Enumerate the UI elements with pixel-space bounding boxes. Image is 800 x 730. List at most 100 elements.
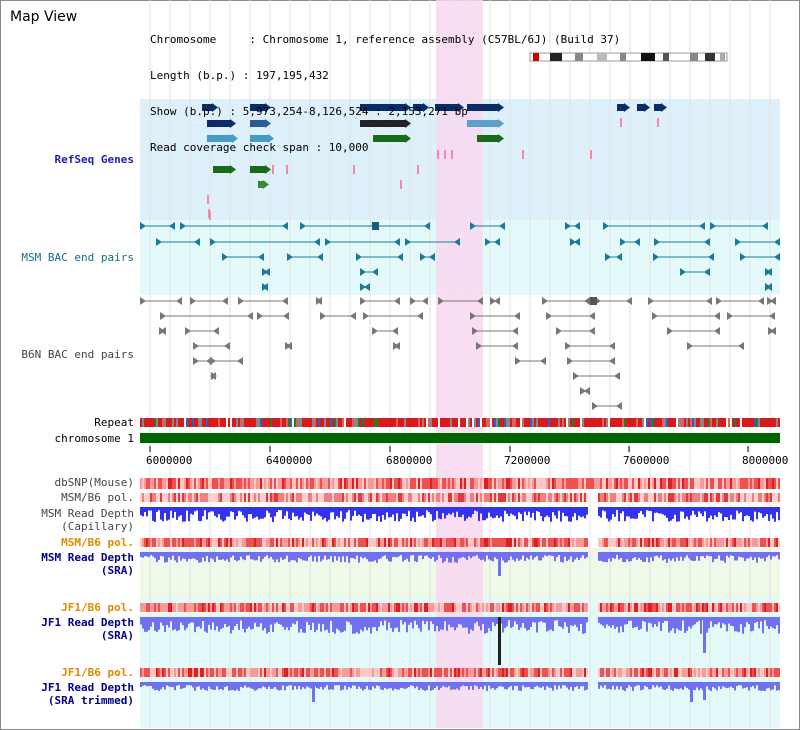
- heat-mark: [372, 538, 374, 547]
- heat-mark: [254, 603, 256, 612]
- depth-bar: [374, 552, 376, 561]
- heat-mark: [706, 603, 708, 612]
- depth-bar: [710, 682, 712, 691]
- depth-bar: [460, 507, 462, 518]
- heat-mark: [770, 493, 772, 502]
- repeat-mark: [494, 418, 496, 427]
- heat-mark: [378, 478, 380, 489]
- track-label-repeat[interactable]: Repeat: [94, 416, 134, 429]
- depth-bar: [212, 617, 214, 623]
- depth-bar: [208, 552, 210, 563]
- heat-mark: [172, 493, 174, 502]
- depth-bar: [764, 617, 766, 621]
- track-label-msm-pol[interactable]: MSM/B6 pol.: [61, 491, 134, 504]
- axis-tick-label: 7200000: [504, 454, 551, 467]
- depth-bar: [556, 507, 558, 519]
- heat-mark: [748, 603, 750, 612]
- heat-mark: [234, 668, 236, 677]
- depth-bar: [746, 682, 748, 688]
- heat-mark: [530, 493, 532, 502]
- track-label-b6n-bac[interactable]: B6N BAC end pairs: [21, 348, 134, 361]
- heat-mark: [546, 538, 548, 547]
- heat-mark: [444, 538, 446, 547]
- depth-bar: [680, 552, 682, 557]
- heat-mark: [286, 478, 288, 489]
- heat-mark: [512, 538, 514, 547]
- depth-bar: [254, 552, 256, 561]
- depth-bar: [284, 507, 286, 516]
- heat-mark: [708, 478, 710, 489]
- repeat-mark: [234, 418, 236, 427]
- track-label-jf1-depth-sra[interactable]: JF1 Read Depth: [41, 616, 134, 629]
- heat-mark: [398, 538, 400, 547]
- repeat-mark: [188, 418, 190, 427]
- heat-mark: [312, 603, 314, 612]
- depth-bar: [714, 507, 716, 516]
- track-label-msm-pol-2[interactable]: MSM/B6 pol.: [61, 536, 134, 549]
- track-label-msm-depth-sra[interactable]: MSM Read Depth: [41, 551, 134, 564]
- heat-mark: [424, 603, 426, 612]
- heat-mark: [736, 603, 738, 612]
- heat-mark: [272, 478, 274, 489]
- heat-mark: [196, 478, 198, 489]
- depth-bar: [380, 617, 382, 622]
- depth-bar: [174, 682, 176, 691]
- depth-bar: [156, 617, 158, 633]
- heat-mark: [744, 538, 746, 547]
- heat-mark: [190, 603, 192, 612]
- repeat-mark: [152, 418, 154, 427]
- track-label-refseq[interactable]: RefSeq Genes: [54, 153, 134, 166]
- depth-bar: [316, 507, 318, 514]
- repeat-mark: [290, 418, 292, 427]
- heat-mark: [630, 478, 632, 489]
- heat-mark: [182, 668, 184, 677]
- heat-mark: [264, 493, 266, 502]
- track-label-jf1-pol[interactable]: JF1/B6 pol.: [61, 601, 134, 614]
- track-label-chromosome[interactable]: chromosome 1: [54, 432, 134, 445]
- heat-mark: [570, 493, 572, 502]
- depth-bar: [288, 552, 290, 562]
- track-label-msm-depth-cap[interactable]: MSM Read Depth: [41, 507, 134, 520]
- heat-mark: [578, 603, 580, 612]
- depth-bar: [396, 617, 398, 628]
- heat-mark: [448, 478, 450, 489]
- heat-mark: [170, 603, 172, 612]
- depth-bar: [388, 617, 390, 623]
- heat-mark: [696, 603, 698, 612]
- repeat-mark: [712, 418, 714, 427]
- depth-bar: [248, 507, 250, 515]
- depth-bar: [228, 682, 230, 691]
- track-label-msm-bac[interactable]: MSM BAC end pairs: [21, 251, 134, 264]
- depth-bar: [356, 507, 358, 516]
- depth-bar: [696, 507, 698, 518]
- depth-bar: [632, 682, 634, 691]
- depth-bar: [352, 682, 354, 686]
- track-label-jf1-pol-2[interactable]: JF1/B6 pol.: [61, 666, 134, 679]
- track-label-dbsnp[interactable]: dbSNP(Mouse): [54, 476, 134, 489]
- heat-mark: [482, 493, 484, 502]
- depth-bar: [218, 552, 220, 560]
- heat-mark: [232, 603, 234, 612]
- heat-mark: [378, 493, 380, 502]
- heat-mark: [678, 478, 680, 489]
- repeat-mark: [496, 418, 498, 427]
- depth-bar: [224, 552, 226, 561]
- heat-mark: [584, 668, 586, 677]
- heat-mark: [358, 668, 360, 677]
- heat-mark: [354, 603, 356, 612]
- heat-mark: [214, 493, 216, 502]
- track-label-jf1-depth-trim[interactable]: JF1 Read Depth: [41, 681, 134, 694]
- heat-mark: [266, 538, 268, 547]
- depth-bar: [754, 552, 756, 558]
- depth-bar: [668, 617, 670, 633]
- depth-bar: [278, 682, 280, 691]
- depth-bar: [216, 552, 218, 557]
- depth-bar: [318, 552, 320, 556]
- heat-mark: [756, 603, 758, 612]
- heat-mark: [194, 538, 196, 547]
- heat-mark: [580, 493, 582, 502]
- heat-mark: [656, 493, 658, 502]
- heat-mark: [532, 493, 534, 502]
- heat-mark: [528, 493, 530, 502]
